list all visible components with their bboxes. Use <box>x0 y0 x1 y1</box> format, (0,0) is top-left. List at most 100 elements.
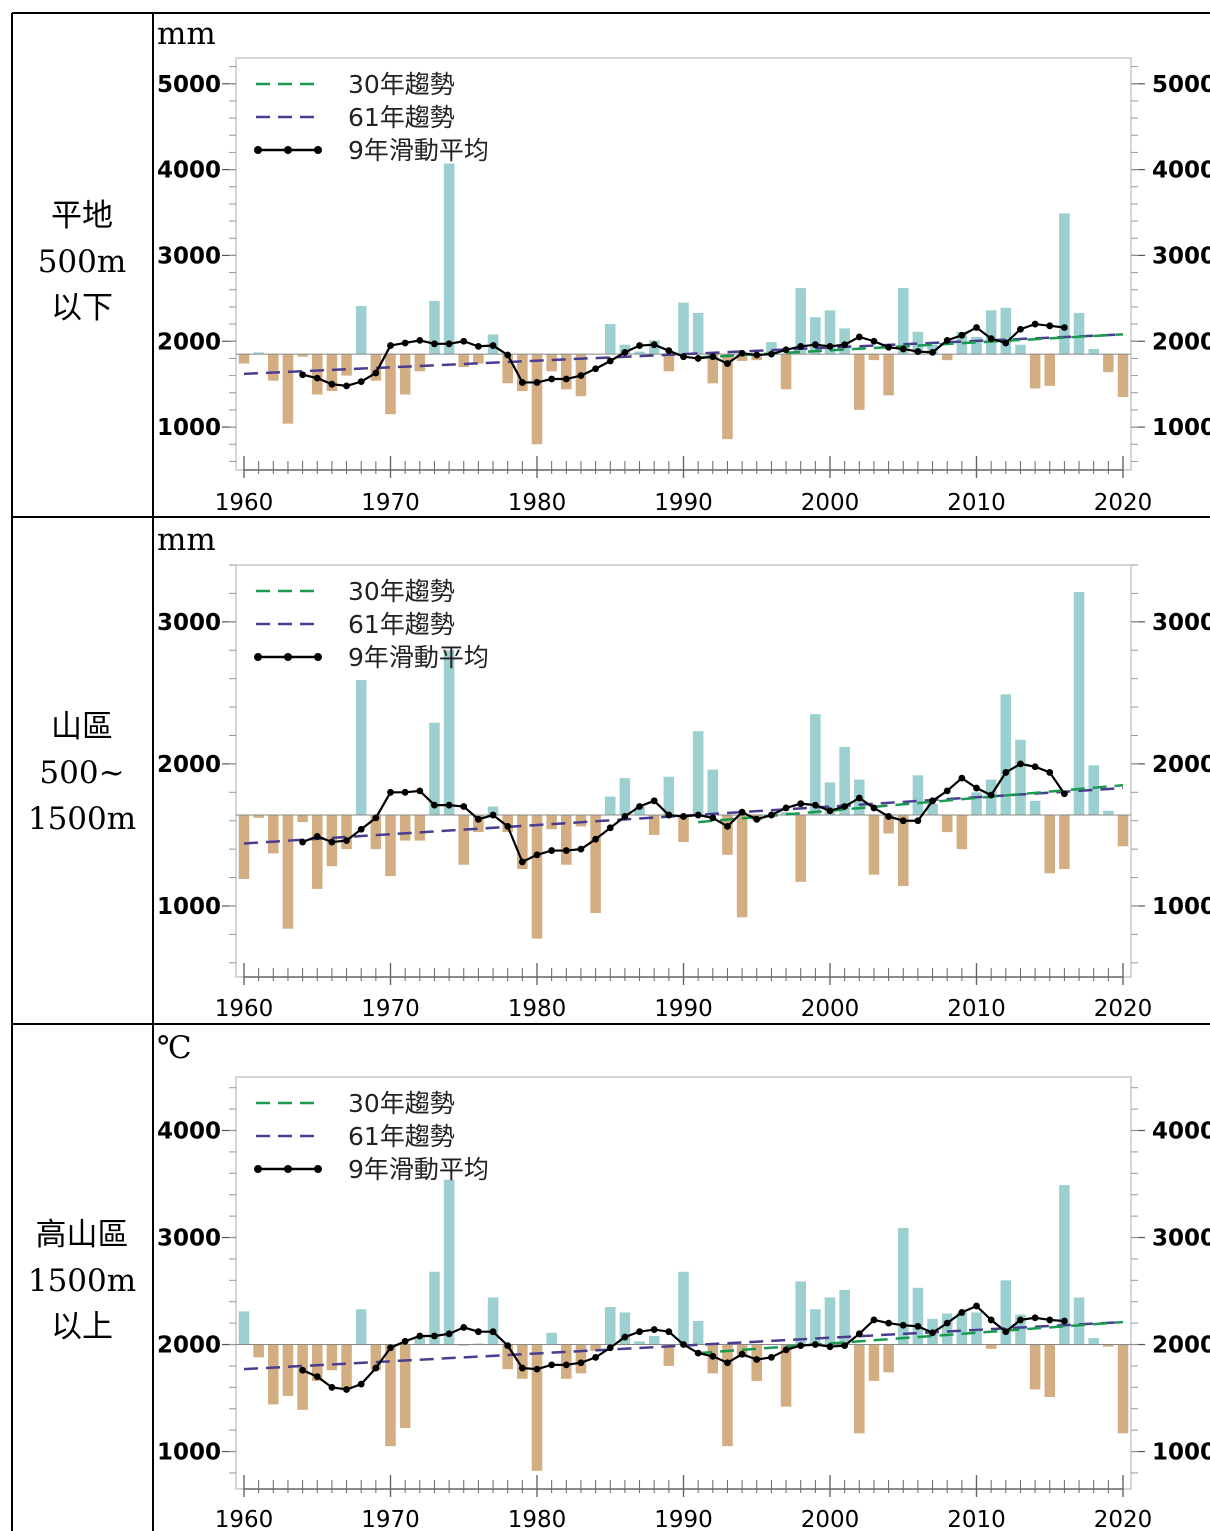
x-tick-label: 1960 <box>215 996 274 1022</box>
legend-label: 61年趨勢 <box>348 1122 455 1151</box>
moving-average-point <box>445 340 453 348</box>
bar-positive <box>839 1289 850 1345</box>
moving-average-point <box>782 346 790 354</box>
bar-negative <box>795 815 806 882</box>
moving-average-point <box>1017 760 1024 768</box>
moving-average-point <box>987 335 995 343</box>
legend-swatch-dot <box>314 653 322 661</box>
y-tick-label-right: 3000 <box>1152 243 1210 269</box>
moving-average-point <box>357 825 365 833</box>
legend-swatch-dot <box>254 653 262 661</box>
bar-negative <box>268 1344 279 1405</box>
bar-negative <box>780 1344 792 1407</box>
moving-average-point <box>518 1364 526 1372</box>
bar-positive <box>604 1307 616 1345</box>
legend-label: 61年趨勢 <box>348 103 455 132</box>
moving-average-point <box>899 1321 907 1329</box>
bar-negative <box>297 1344 308 1410</box>
moving-average-point <box>811 801 819 809</box>
moving-average-point <box>724 1359 731 1367</box>
x-tick-label: 1990 <box>654 490 713 516</box>
y-tick-label-right: 4000 <box>1152 1119 1210 1145</box>
legend-item-trend30: 30年趨勢 <box>256 1089 455 1118</box>
row-label-high-mountain: 高山區 1500m 以上 <box>12 1212 152 1350</box>
moving-average-point <box>914 348 922 355</box>
moving-average-point <box>1031 320 1039 328</box>
bar-positive <box>634 351 645 355</box>
bar-positive <box>897 1227 909 1345</box>
bar-positive <box>253 352 264 355</box>
moving-average-point <box>636 342 643 349</box>
bar-negative <box>268 354 279 381</box>
chart-panel-1: 1000 1000 2000 2000 3000 3000 4000 4000 5000 5000… <box>157 57 1210 516</box>
bar-negative <box>502 354 513 384</box>
x-tick-label: 2000 <box>801 490 860 516</box>
moving-average-point <box>1002 1328 1010 1336</box>
bar-positive <box>1015 344 1026 355</box>
bar-positive <box>1000 1280 1012 1345</box>
moving-average-point <box>665 347 673 355</box>
moving-average-point <box>1046 322 1054 330</box>
moving-average-point <box>431 340 438 348</box>
bar-positive <box>985 310 997 355</box>
moving-average-point <box>299 838 306 846</box>
moving-average-point <box>328 838 336 846</box>
moving-average-point <box>899 817 907 825</box>
trend-61-line <box>243 333 1124 376</box>
moving-average-point <box>475 815 482 823</box>
moving-average-point <box>826 807 834 815</box>
moving-average-point <box>870 1316 878 1324</box>
y-tick-label-right: 3000 <box>1152 610 1210 636</box>
bar-negative <box>1117 815 1129 847</box>
moving-average-point <box>621 813 629 820</box>
bar-negative <box>722 354 733 440</box>
moving-average-point <box>299 371 306 379</box>
unit-label: mm <box>157 16 216 52</box>
bar-positive <box>429 1271 440 1345</box>
moving-average-point <box>709 1352 717 1360</box>
moving-average-point <box>811 1341 819 1348</box>
moving-average-point <box>650 797 658 805</box>
bar-negative <box>458 354 470 367</box>
row-label-line: 以上 <box>51 1309 113 1345</box>
bar-negative <box>868 815 880 875</box>
moving-average-point <box>592 365 599 373</box>
bar-negative <box>883 815 894 834</box>
moving-average-point <box>577 1359 585 1367</box>
bar-negative <box>385 815 396 877</box>
bar-positive <box>355 1309 367 1345</box>
moving-average-point <box>1061 324 1068 331</box>
moving-average-point <box>357 378 365 385</box>
bar-positive <box>663 776 675 816</box>
moving-average-point <box>929 349 936 356</box>
y-tick-label-right: 4000 <box>1152 158 1210 184</box>
moving-average-point <box>958 331 966 339</box>
bar-positive <box>429 722 440 816</box>
bar-positive <box>1015 739 1026 816</box>
legend-label: 30年趨勢 <box>348 577 455 606</box>
moving-average-point <box>797 343 805 350</box>
bar-negative <box>282 354 294 424</box>
bar-negative <box>458 815 470 865</box>
y-tick-label-right: 3000 <box>1152 1226 1210 1252</box>
moving-average-point <box>313 1373 321 1381</box>
moving-average-point <box>504 1342 512 1350</box>
moving-average-point <box>841 341 849 349</box>
moving-average-point <box>650 341 658 349</box>
moving-average-point <box>855 794 863 802</box>
y-tick-label-right: 2000 <box>1152 752 1210 778</box>
bar-positive <box>824 782 836 816</box>
moving-average-point <box>1002 769 1010 776</box>
moving-average-point <box>489 1328 497 1336</box>
bar-negative <box>546 815 557 830</box>
bar-negative <box>1029 1344 1041 1390</box>
moving-average-point <box>914 817 922 825</box>
bar-negative <box>326 354 338 392</box>
bar-positive <box>355 306 367 355</box>
x-tick-label: 1970 <box>361 996 420 1022</box>
moving-average-point <box>826 1343 834 1351</box>
bar-positive <box>487 806 499 816</box>
bar-negative <box>238 815 250 879</box>
moving-average-point <box>401 788 409 796</box>
bar-positive <box>648 1335 660 1345</box>
